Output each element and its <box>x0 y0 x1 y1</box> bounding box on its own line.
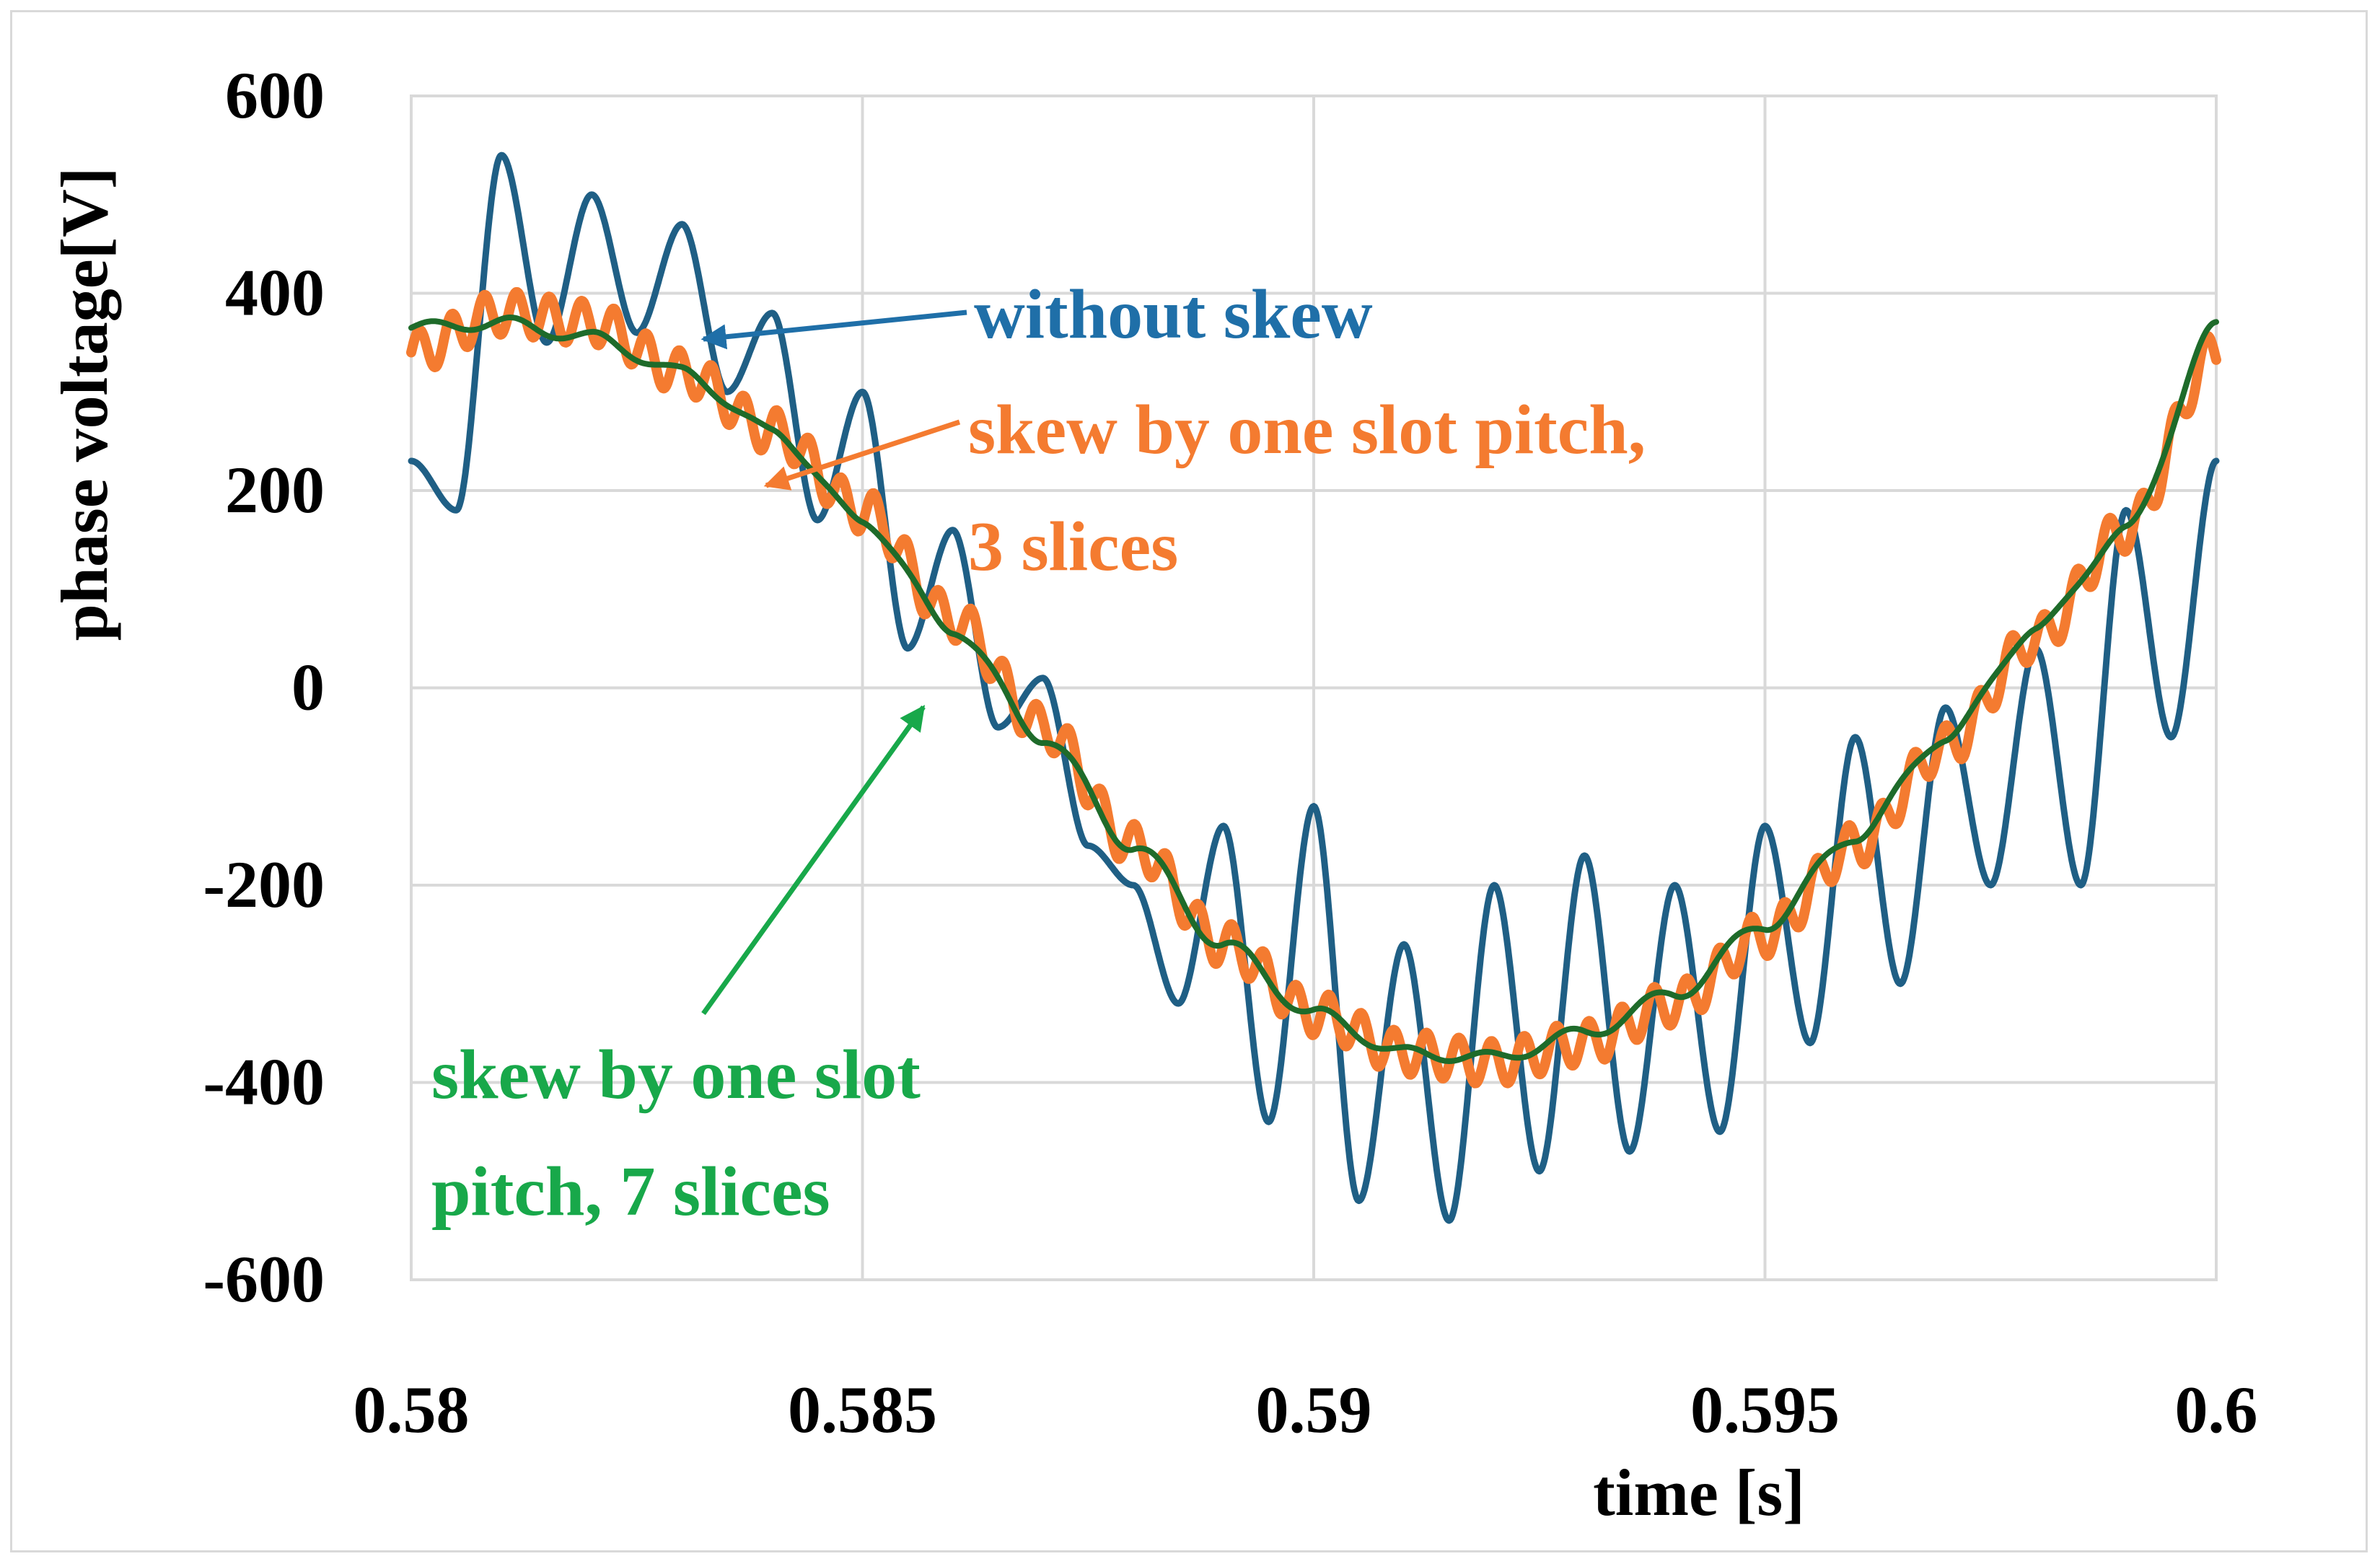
x-tick-labels: 0.58 0.585 0.59 0.595 0.6 <box>354 1373 2258 1446</box>
series-line <box>408 315 2219 1064</box>
chart-frame <box>10 10 2368 1552</box>
x-tick-label: 0.585 <box>788 1373 937 1446</box>
y-axis-title: phase voltage[V] <box>48 167 121 641</box>
plot-area-border <box>410 95 2218 1281</box>
y-tick-labels: 600 400 200 0 -200 -400 -600 <box>203 58 325 1316</box>
annotation-arrow-without-skew <box>701 309 967 350</box>
x-tick-label: 0.6 <box>2175 1373 2258 1446</box>
y-tick-label: -400 <box>203 1045 325 1119</box>
y-tick-label: 600 <box>225 58 325 132</box>
x-tick-label: 0.58 <box>354 1373 470 1446</box>
y-tick-label: 400 <box>225 256 325 330</box>
annotation-arrow-3-slices <box>763 419 961 491</box>
plot-border-rect <box>410 95 2218 1281</box>
annotation-7-slices-line2: pitch, 7 slices <box>431 1153 830 1231</box>
x-tick-label: 0.59 <box>1256 1373 1372 1446</box>
annotation-without-skew: without skew <box>974 276 1373 353</box>
annotation-3-slices-line1: skew by one slot pitch, <box>968 391 1646 469</box>
y-tick-label: -200 <box>203 848 325 921</box>
y-tick-label: 200 <box>225 453 325 527</box>
x-axis-title: time [s] <box>1593 1456 1805 1529</box>
y-tick-label: 0 <box>291 651 325 724</box>
annotation-3-slices-line2: 3 slices <box>968 508 1178 586</box>
series-line <box>406 287 2221 1089</box>
y-tick-label: -600 <box>203 1242 325 1316</box>
annotation-arrow-7-slices <box>701 705 926 1016</box>
annotations: without skew skew by one slot pitch, 3 s… <box>431 276 1646 1231</box>
x-tick-label: 0.595 <box>1690 1373 1840 1446</box>
annotation-7-slices-line1: skew by one slot <box>431 1036 921 1114</box>
